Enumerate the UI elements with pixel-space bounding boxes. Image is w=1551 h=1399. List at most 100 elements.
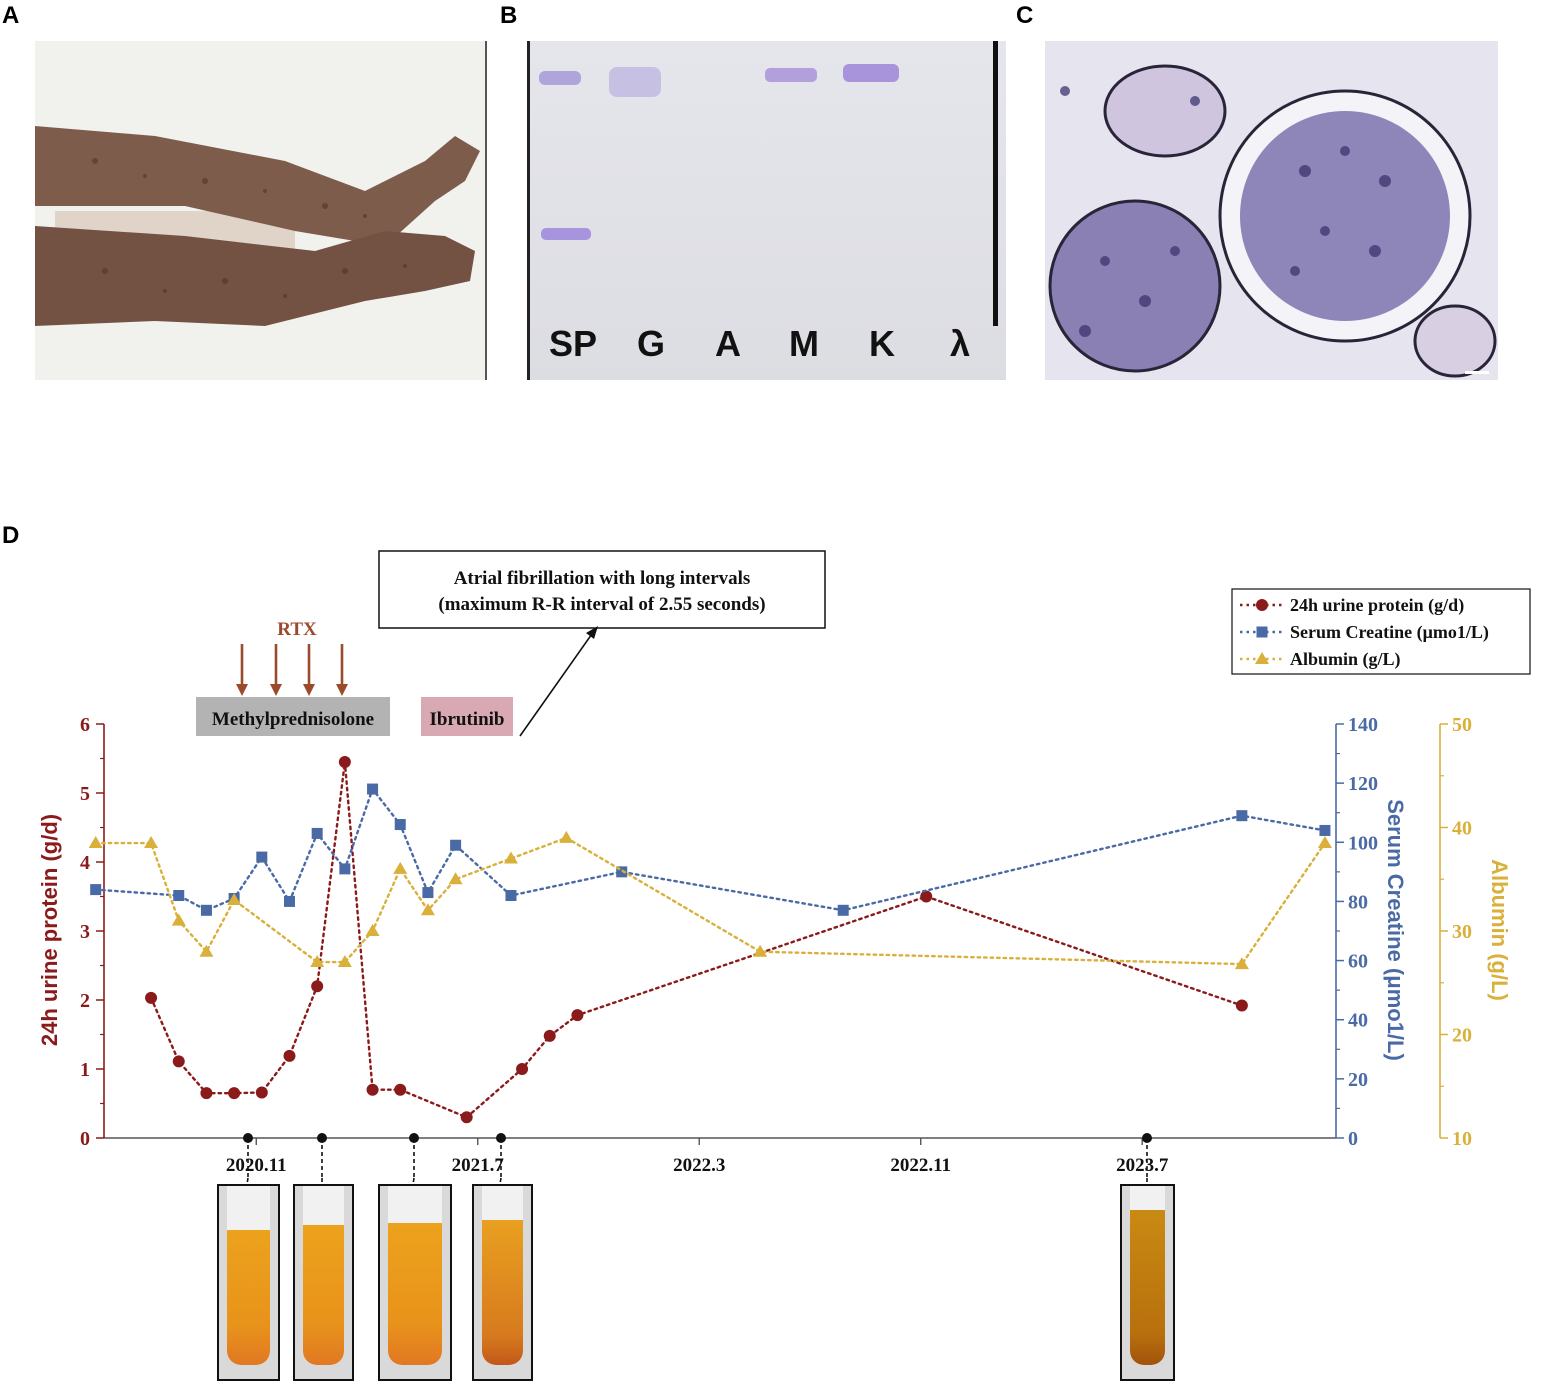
data-point-triangle <box>559 830 574 843</box>
data-point-square <box>394 819 406 831</box>
afib-callout-line1: Atrial fibrillation with long intervals <box>454 568 751 589</box>
rtx-arrows <box>236 644 348 696</box>
right1-tick-label: 100 <box>1348 832 1378 854</box>
x-tick-label: 2022.11 <box>890 1155 951 1176</box>
data-point-triangle <box>1234 957 1249 970</box>
data-point-circle <box>1235 999 1248 1012</box>
data-point-square <box>1319 824 1331 836</box>
left-tick-label: 0 <box>80 1128 90 1150</box>
urine-tube-4 <box>472 1184 533 1381</box>
left-axis-title: 24h urine protein (g/d) <box>37 814 62 1046</box>
immunofixation-gel: SP G A M K λ <box>527 41 1006 380</box>
urine-tube-5 <box>1120 1184 1175 1381</box>
histology-illustration <box>1045 41 1498 380</box>
legend-label: Albumin (g/L) <box>1290 649 1401 670</box>
x-tick-label: 2022.3 <box>673 1155 725 1176</box>
data-point-triangle <box>365 924 380 936</box>
legs-illustration <box>35 41 487 380</box>
gel-lane-m: M <box>789 323 819 364</box>
data-point-square <box>367 783 379 795</box>
data-point-triangle <box>503 851 518 864</box>
data-point-triangle <box>144 836 159 849</box>
afib-callout-box <box>378 550 826 629</box>
right2-tick-label: 50 <box>1452 714 1472 736</box>
data-point-circle <box>571 1009 584 1022</box>
gel-bands <box>527 41 998 380</box>
legend-label: Serum Creatine (μmo1/L) <box>1290 622 1489 643</box>
albumin-axis-title: Albumin (g/L) <box>1487 859 1512 1001</box>
panel-label-d: D <box>2 522 20 549</box>
right2-tick-label: 10 <box>1452 1128 1472 1150</box>
data-point-triangle <box>1317 836 1332 849</box>
panel-label-a: A <box>2 2 20 29</box>
data-point-square <box>1236 810 1248 822</box>
data-point-circle <box>283 1049 296 1062</box>
x-tick-label: 2020.11 <box>226 1155 287 1176</box>
legend-label: 24h urine protein (g/d) <box>1290 595 1464 616</box>
data-point-square <box>173 890 185 902</box>
legend-marker-square <box>1256 626 1268 638</box>
right1-tick-label: 80 <box>1348 891 1368 913</box>
data-point-circle <box>516 1063 529 1075</box>
ibrutinib-label: Ibrutinib <box>430 709 505 730</box>
data-point-square <box>283 895 295 907</box>
x-tick-label: 2021.7 <box>452 1155 505 1176</box>
data-point-triangle <box>227 892 242 905</box>
right1-tick-label: 60 <box>1348 951 1368 973</box>
urine-tube-3 <box>378 1184 452 1381</box>
clinical-course-chart: 2020.11 2021.7 2022.3 2022.11 2023.701234560… <box>37 550 1531 1185</box>
gel-lane-lambda: λ <box>950 323 971 364</box>
data-point-triangle <box>199 944 214 957</box>
right2-tick-label: 40 <box>1452 818 1472 840</box>
data-point-circle <box>145 991 158 1004</box>
data-point-circle <box>394 1083 407 1096</box>
legend: 24h urine protein (g/d) Serum Creatine (μ… <box>1231 588 1531 675</box>
renal-histology <box>1045 41 1498 380</box>
data-point-square <box>339 863 351 875</box>
data-point-square <box>616 866 628 878</box>
left-tick-label: 4 <box>80 852 90 874</box>
x-tick-label: 2023.7 <box>1116 1155 1169 1176</box>
data-point-square <box>311 827 323 839</box>
legend-marker-circle <box>1256 599 1268 611</box>
data-point-triangle <box>171 913 186 926</box>
data-point-circle <box>543 1029 556 1042</box>
data-point-circle <box>366 1083 379 1096</box>
afib-callout-arrow <box>519 630 595 737</box>
data-point-circle <box>311 980 324 993</box>
data-point-circle <box>460 1111 473 1124</box>
data-point-triangle <box>337 955 352 968</box>
creatine-axis-title: Serum Creatine (μmo1/L) <box>1383 799 1408 1061</box>
afib-callout-line2: (maximum R-R interval of 2.55 seconds) <box>438 594 765 615</box>
data-point-circle <box>338 755 351 768</box>
methylprednisolone-label: Methylprednisolone <box>212 709 374 730</box>
data-point-circle <box>228 1087 241 1100</box>
afib-callout-arrowhead <box>586 626 598 639</box>
left-tick-label: 5 <box>80 783 90 805</box>
gel-lane-kappa: K <box>869 323 895 364</box>
urine-tube-1 <box>217 1184 280 1381</box>
right1-tick-label: 20 <box>1348 1069 1368 1091</box>
urine-tube-2 <box>293 1184 354 1381</box>
gel-lane-sp: SP <box>549 323 598 364</box>
right2-tick-label: 30 <box>1452 921 1472 943</box>
data-point-circle <box>255 1086 268 1099</box>
gel-lane-a: A <box>715 323 741 364</box>
data-point-square <box>90 884 102 896</box>
data-point-square <box>200 904 212 916</box>
data-point-triangle <box>420 903 435 916</box>
data-point-triangle <box>448 872 463 885</box>
legs-photo <box>35 41 487 380</box>
right1-tick-label: 140 <box>1348 714 1378 736</box>
data-point-circle <box>920 890 933 903</box>
legend-marker-triangle <box>1255 652 1269 664</box>
panel-label-c: C <box>1016 2 1034 29</box>
data-point-square <box>837 904 849 916</box>
series-line-1 <box>94 786 1327 912</box>
tube-connectors <box>243 1133 1152 1185</box>
data-point-square <box>256 851 268 863</box>
data-point-square <box>505 890 517 902</box>
series-line-0 <box>149 761 1244 1119</box>
data-point-triangle <box>393 861 408 874</box>
methylprednisolone-bar <box>196 697 390 736</box>
